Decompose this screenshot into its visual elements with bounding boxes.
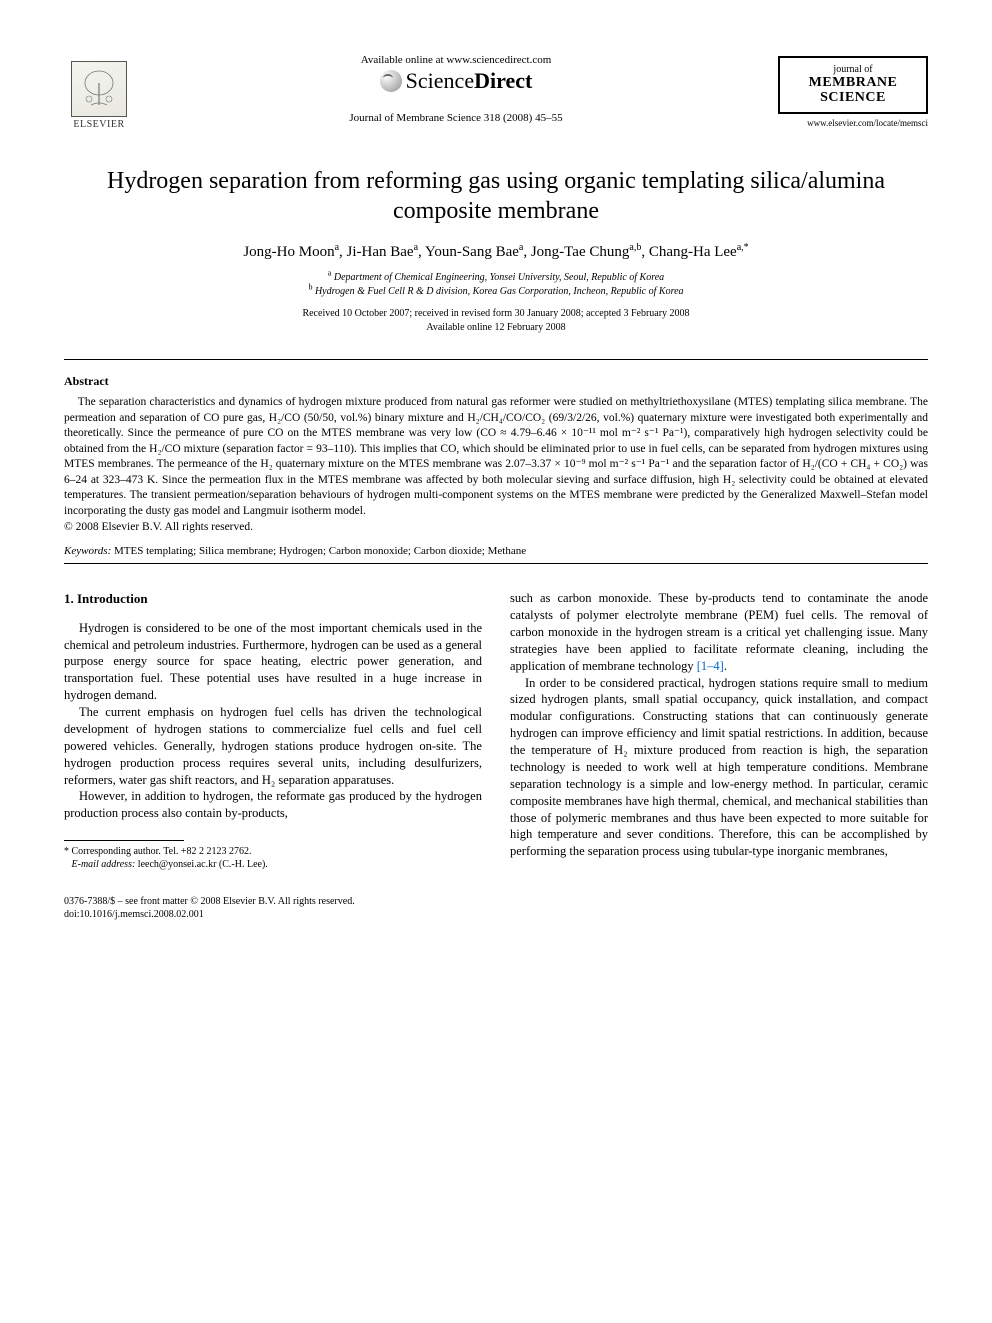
elsevier-tree-icon bbox=[71, 61, 127, 117]
journal-logo-small: journal of bbox=[788, 64, 918, 75]
section-1-heading: 1. Introduction bbox=[64, 590, 482, 608]
corresponding-author: * Corresponding author. Tel. +82 2 2123 … bbox=[64, 845, 482, 858]
sciencedirect-orb-icon bbox=[380, 70, 402, 92]
available-date: Available online 12 February 2008 bbox=[64, 321, 928, 335]
journal-logo-big2: SCIENCE bbox=[788, 90, 918, 105]
elsevier-logo: ELSEVIER bbox=[64, 50, 134, 130]
affiliation-a: a Department of Chemical Engineering, Yo… bbox=[64, 271, 928, 285]
header-row: ELSEVIER Available online at www.science… bbox=[64, 50, 928, 130]
left-column: 1. Introduction Hydrogen is considered t… bbox=[64, 590, 482, 871]
email-author: (C.-H. Lee). bbox=[219, 859, 268, 870]
sd-suffix: Direct bbox=[474, 68, 532, 93]
article-dates: Received 10 October 2007; received in re… bbox=[64, 307, 928, 335]
journal-logo-box: journal of MEMBRANE SCIENCE bbox=[778, 56, 928, 114]
elsevier-label: ELSEVIER bbox=[73, 119, 124, 130]
footer-doi: doi:10.1016/j.memsci.2008.02.001 bbox=[64, 908, 928, 921]
rule-below-keywords bbox=[64, 563, 928, 564]
affiliation-b: b Hydrogen & Fuel Cell R & D division, K… bbox=[64, 285, 928, 299]
two-column-body: 1. Introduction Hydrogen is considered t… bbox=[64, 590, 928, 871]
left-p1: Hydrogen is considered to be one of the … bbox=[64, 620, 482, 704]
sciencedirect-logo: ScienceDirect bbox=[380, 68, 533, 94]
center-header: Available online at www.sciencedirect.co… bbox=[134, 50, 778, 124]
right-p2: In order to be considered practical, hyd… bbox=[510, 675, 928, 861]
right-p1: such as carbon monoxide. These by-produc… bbox=[510, 590, 928, 674]
affiliations: a Department of Chemical Engineering, Yo… bbox=[64, 271, 928, 299]
abstract-paragraph: The separation characteristics and dynam… bbox=[64, 395, 928, 519]
footnote-rule bbox=[64, 840, 184, 841]
abstract-heading: Abstract bbox=[64, 374, 928, 389]
footer-line-1: 0376-7388/$ – see front matter © 2008 El… bbox=[64, 895, 928, 908]
ref-link-1-4[interactable]: [1–4] bbox=[697, 659, 724, 673]
received-date: Received 10 October 2007; received in re… bbox=[64, 307, 928, 321]
right-column: such as carbon monoxide. These by-produc… bbox=[510, 590, 928, 871]
page-footer: 0376-7388/$ – see front matter © 2008 El… bbox=[64, 895, 928, 921]
sciencedirect-text: ScienceDirect bbox=[406, 68, 533, 94]
footnote-block: * Corresponding author. Tel. +82 2 2123 … bbox=[64, 845, 482, 871]
page-container: ELSEVIER Available online at www.science… bbox=[0, 0, 992, 961]
email-label: E-mail address: bbox=[72, 859, 136, 870]
left-p3: However, in addition to hydrogen, the re… bbox=[64, 788, 482, 822]
left-p2: The current emphasis on hydrogen fuel ce… bbox=[64, 704, 482, 788]
footnote-email-line: E-mail address: leech@yonsei.ac.kr (C.-H… bbox=[64, 858, 482, 871]
journal-reference: Journal of Membrane Science 318 (2008) 4… bbox=[134, 112, 778, 124]
keywords-values: MTES templating; Silica membrane; Hydrog… bbox=[114, 545, 526, 557]
keywords-label: Keywords: bbox=[64, 545, 111, 557]
authors-line: Jong-Ho Moona, Ji-Han Baea, Youn-Sang Ba… bbox=[64, 244, 928, 261]
available-online-text: Available online at www.sciencedirect.co… bbox=[134, 54, 778, 66]
journal-logo-big1: MEMBRANE bbox=[788, 75, 918, 90]
email-address[interactable]: leech@yonsei.ac.kr bbox=[138, 859, 217, 870]
abstract-body: The separation characteristics and dynam… bbox=[64, 395, 928, 519]
article-title: Hydrogen separation from reforming gas u… bbox=[104, 166, 888, 226]
copyright-line: © 2008 Elsevier B.V. All rights reserved… bbox=[64, 521, 928, 533]
sd-prefix: Science bbox=[406, 68, 474, 93]
journal-url: www.elsevier.com/locate/memsci bbox=[778, 118, 928, 128]
journal-logo: journal of MEMBRANE SCIENCE www.elsevier… bbox=[778, 50, 928, 128]
rule-above-abstract bbox=[64, 359, 928, 360]
keywords-line: Keywords: MTES templating; Silica membra… bbox=[64, 545, 928, 557]
